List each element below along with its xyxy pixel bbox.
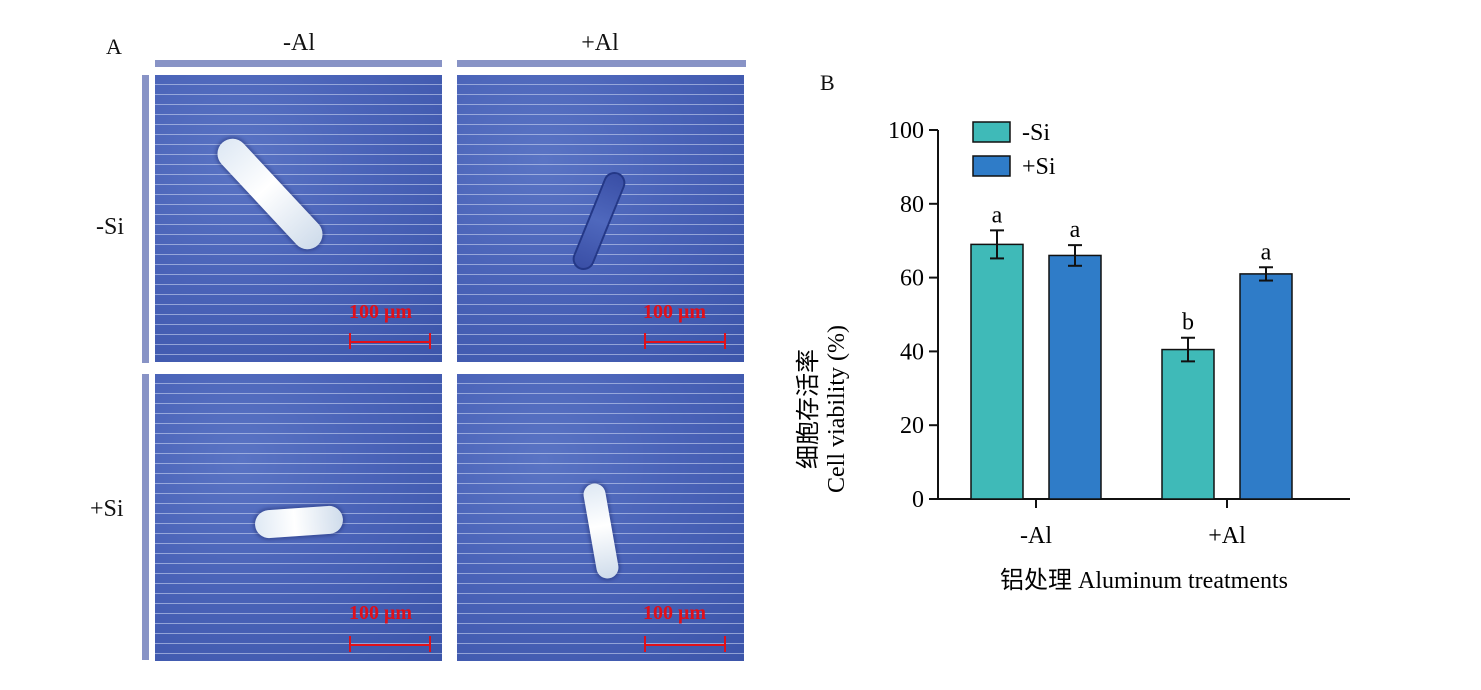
- column-bar-plus-al: [457, 60, 746, 67]
- dead-cell: [569, 168, 629, 274]
- y-tick-label: 100: [888, 118, 924, 144]
- y-tick-label: 20: [900, 413, 924, 439]
- scale-bar-label: 100 μm: [643, 602, 706, 624]
- bar: [1048, 254, 1102, 500]
- micrograph-plus-al-plus-si: 100 μm: [457, 374, 744, 661]
- y-tick-label: 80: [900, 192, 924, 218]
- scale-bar-tick: [724, 636, 726, 652]
- bar: [970, 243, 1024, 500]
- live-cell: [211, 132, 329, 256]
- significance-letter: a: [1070, 217, 1081, 243]
- scale-bar-line: [350, 341, 430, 343]
- row-bar-plus-si: [142, 374, 149, 660]
- y-tick-label: 0: [912, 487, 924, 513]
- scale-bar-line: [350, 644, 430, 646]
- micrograph-minus-al-minus-si: 100 μm: [155, 75, 442, 362]
- significance-letter: b: [1182, 310, 1194, 336]
- scale-bar-label: 100 μm: [643, 301, 706, 323]
- scale-bar-label: 100 μm: [349, 602, 412, 624]
- scale-bar-tick: [429, 636, 431, 652]
- scale-bar-tick: [644, 333, 646, 349]
- scale-bar-tick: [644, 636, 646, 652]
- y-axis-label-chinese: 细胞存活率: [795, 349, 822, 469]
- significance-letter: a: [1261, 239, 1272, 265]
- y-tick-label: 40: [900, 339, 924, 365]
- bar: [1161, 348, 1215, 500]
- scale-bar-label: 100 μm: [349, 301, 412, 323]
- bar: [1239, 273, 1293, 500]
- panel-a-label: A: [106, 34, 122, 59]
- chart-bars: a a b a: [970, 202, 1293, 500]
- y-tick-label: 60: [900, 266, 924, 292]
- scale-bar-tick: [349, 333, 351, 349]
- scale-bar-tick: [349, 636, 351, 652]
- scale-bar-line: [645, 644, 725, 646]
- legend-label: +Si: [1022, 154, 1056, 180]
- chart-legend: -Si +Si: [972, 120, 1056, 180]
- micrograph-plus-al-minus-si: 100 μm: [457, 75, 744, 362]
- column-header-minus-al: -Al: [283, 30, 315, 56]
- legend-label: -Si: [1022, 120, 1050, 146]
- y-axis-label: Cell viability (%): [824, 325, 850, 493]
- column-bar-minus-al: [155, 60, 442, 67]
- row-bar-minus-si: [142, 75, 149, 363]
- significance-letter: a: [992, 202, 1003, 228]
- row-header-minus-si: -Si: [96, 214, 125, 240]
- micrograph-minus-al-plus-si: 100 μm: [155, 374, 442, 661]
- scale-bar-tick: [429, 333, 431, 349]
- scale-bar-tick: [724, 333, 726, 349]
- legend-swatch: [972, 121, 1011, 143]
- panel-b-label: B: [820, 70, 835, 95]
- cell-viability-bar-chart: 0 20 40 60 80 100 -Al +Al a a b a -Si +Si 细胞存活率 Cel…: [795, 118, 1350, 594]
- scale-bar-line: [645, 341, 725, 343]
- row-header-plus-si: +Si: [90, 496, 124, 522]
- column-header-plus-al: +Al: [581, 30, 619, 56]
- x-axis-label: 铝处理 Aluminum treatments: [1000, 567, 1288, 594]
- live-cell: [581, 481, 621, 581]
- legend-swatch: [972, 155, 1011, 177]
- x-tick-label: -Al: [1020, 523, 1052, 549]
- x-tick-label: +Al: [1208, 523, 1246, 549]
- live-cell: [254, 504, 344, 540]
